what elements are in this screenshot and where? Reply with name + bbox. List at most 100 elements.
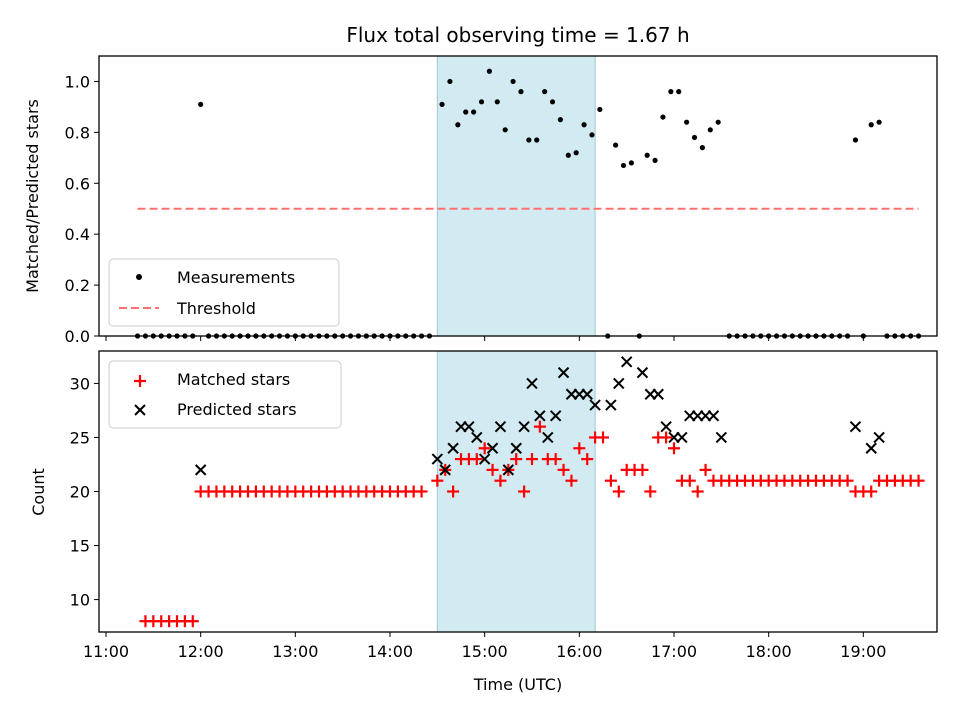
measurement-point [534, 137, 540, 143]
predicted-star-stroke-b [589, 399, 601, 411]
predicted-star-stroke-b [194, 464, 207, 476]
matched-star-point [565, 474, 578, 487]
predicted-star-point [557, 366, 570, 379]
predicted-star-stroke-b [613, 377, 625, 390]
matched-star-point [533, 420, 546, 433]
measurement-point [565, 152, 571, 158]
matched-star-point [636, 463, 649, 476]
legend-measurements-marker [136, 274, 142, 280]
chart-title: Flux total observing time = 1.67 h [346, 23, 689, 47]
predicted-star-point [463, 420, 475, 433]
predicted-star-stroke-b [471, 431, 483, 444]
top-axes-frame [98, 55, 938, 337]
y-tick-label: 1.0 [65, 72, 90, 91]
predicted-star-stroke-b [439, 464, 451, 476]
matched-star-point [518, 485, 531, 498]
predicted-star-stroke-b [542, 431, 554, 444]
legend-matched-marker [134, 375, 146, 387]
predicted-star-stroke-b [447, 442, 459, 454]
matched-star-point [865, 485, 878, 498]
matched-star-point [699, 463, 712, 476]
y-tick-label: 0.6 [65, 174, 90, 193]
measurement-point [581, 122, 587, 128]
predicted-star-point [526, 377, 538, 390]
measurement-point [589, 132, 595, 138]
x-tick-label: 11:00 [83, 642, 129, 661]
predicted-star-stroke-b [620, 356, 633, 368]
measurement-point [868, 122, 874, 128]
matched-star-point [644, 485, 657, 498]
measurement-point [526, 137, 532, 143]
matched-star-point [557, 463, 570, 476]
predicted-star-point [549, 410, 562, 422]
matched-star-point [581, 453, 594, 466]
measurement-point [644, 152, 650, 158]
predicted-star-point [652, 388, 664, 400]
measurement-point [628, 160, 635, 166]
measurement-point [455, 122, 461, 128]
predicted-star-point [518, 420, 530, 433]
measurement-point [691, 134, 698, 141]
measurement-point [542, 89, 548, 95]
measurement-point [471, 109, 477, 115]
x-tick-label: 12:00 [178, 642, 224, 661]
predicted-star-stroke-b [849, 420, 862, 433]
measurement-point [494, 99, 500, 105]
predicted-star-stroke-b [660, 420, 672, 433]
bottom-y-axis-label: Count [29, 468, 48, 516]
predicted-star-point [865, 442, 877, 454]
y-tick-label: 30 [70, 374, 90, 393]
predicted-star-stroke-b [707, 410, 720, 422]
x-tick-label: 14:00 [367, 642, 413, 661]
predicted-star-point [676, 431, 688, 444]
bottom-legend: Matched stars Predicted stars [108, 360, 342, 429]
measurement-point [684, 119, 690, 125]
measurement-point [620, 162, 627, 169]
y-tick-label: 15 [70, 537, 90, 556]
measurement-point [549, 99, 556, 105]
predicted-star-point [589, 399, 601, 411]
measurement-point [486, 68, 492, 74]
measurement-point [439, 101, 445, 107]
top-y-axis-label: Matched/Predicted stars [23, 99, 42, 293]
matched-star-point [841, 474, 854, 487]
matched-star-point [186, 615, 199, 628]
bottom-y-axis: 10 15 20 25 30 [70, 374, 99, 610]
matched-star-point [604, 474, 617, 487]
measurement-point [518, 89, 524, 95]
predicted-star-point [494, 420, 507, 433]
measurement-point [510, 78, 516, 85]
matched-star-point [415, 485, 428, 498]
y-tick-label: 0.4 [65, 225, 90, 244]
top-legend: Measurements Threshold [108, 258, 340, 327]
y-tick-label: 0.2 [65, 276, 90, 295]
observing-span-shade [436, 55, 596, 337]
predicted-star-stroke-b [510, 442, 522, 454]
predicted-star-stroke-b [463, 420, 475, 433]
count-panel: 10 15 20 25 30 11:00 12:00 13:00 14:00 15:00 16:0… [29, 350, 938, 694]
predicted-star-point [620, 356, 633, 368]
matched-star-point [612, 485, 625, 498]
matched-star-point [549, 453, 562, 466]
x-tick-label: 17:00 [651, 642, 697, 661]
matched-star-point [683, 474, 696, 487]
matched-star-point [573, 442, 586, 455]
predicted-star-point [613, 377, 625, 390]
bottom-legend-box [108, 360, 342, 429]
matched-star-point [597, 431, 609, 444]
y-tick-label: 0.8 [65, 123, 90, 142]
bottom-axes-frame [98, 350, 938, 633]
predicted-star-stroke-b [518, 420, 530, 433]
predicted-star-point [660, 420, 672, 433]
matched-star-point [470, 453, 483, 466]
measurement-point [447, 78, 453, 85]
predicted-star-point [849, 420, 862, 433]
bottom-x-axis: 11:00 12:00 13:00 14:00 15:00 16:00 17:00 18:00… [83, 632, 886, 661]
predicted-star-stroke-b [502, 464, 515, 476]
matched-star-point [486, 463, 499, 476]
legend-matched-label: Matched stars [177, 370, 290, 389]
matched-star-point [494, 474, 507, 487]
matched-star-point [660, 431, 673, 444]
measurement-point [557, 117, 564, 123]
measurement-point [652, 157, 658, 163]
